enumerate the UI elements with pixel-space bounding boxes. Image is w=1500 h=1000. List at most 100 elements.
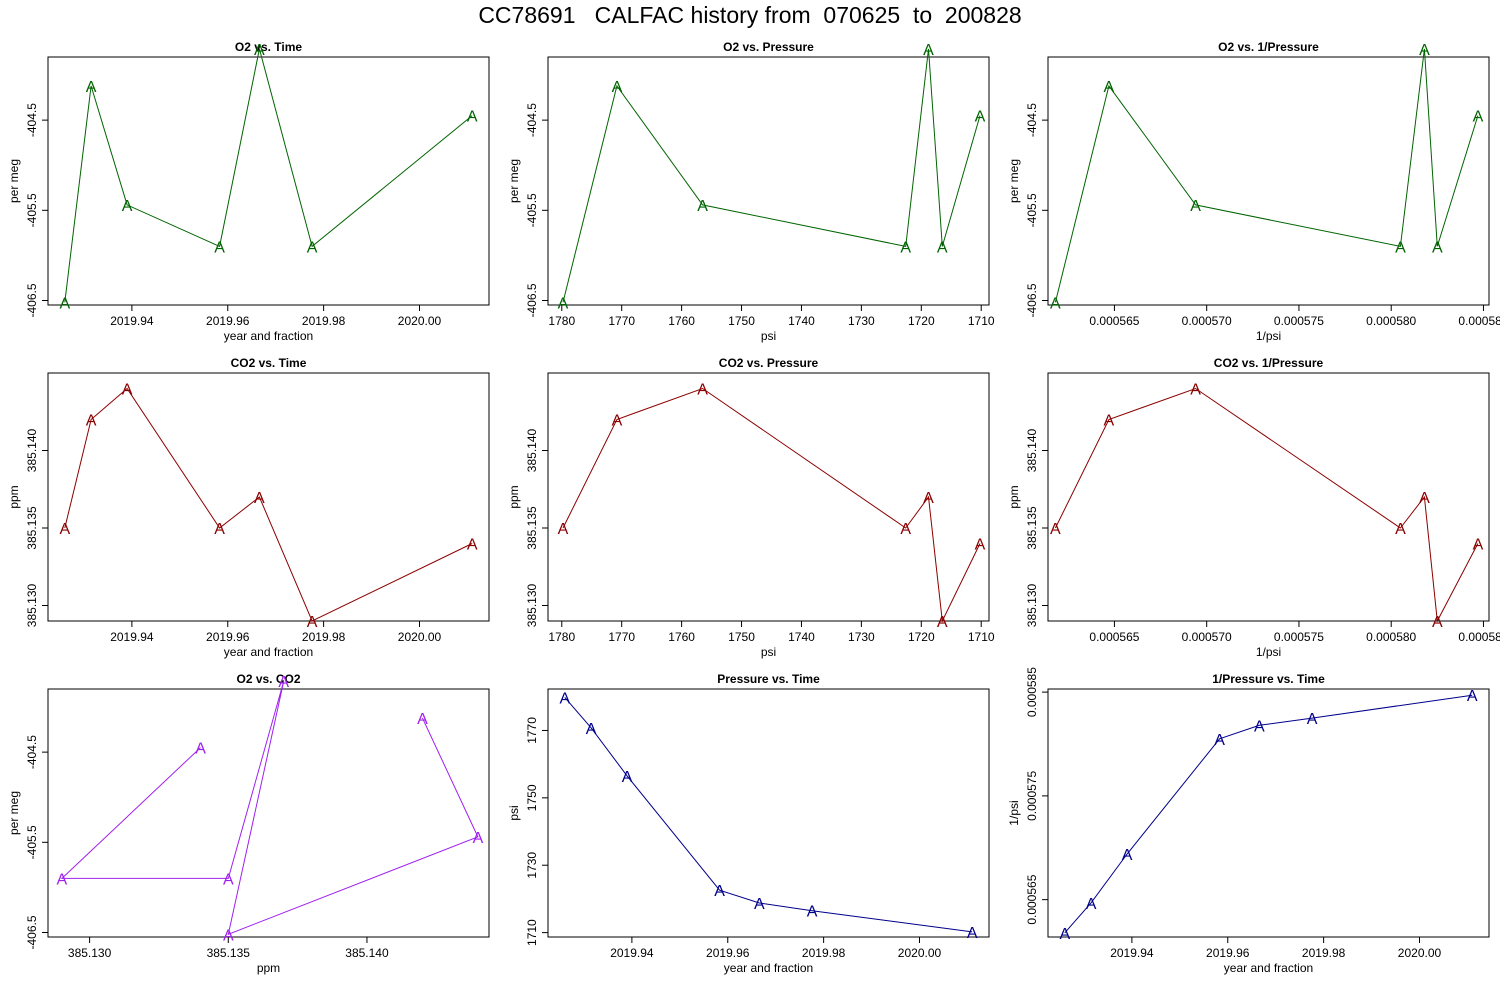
x-axis-label: year and fraction: [224, 329, 313, 343]
panel-9: 1/Pressure vs. Time year and fraction 1/ps…: [1007, 667, 1490, 975]
x-tick-label: 2019.96: [206, 314, 250, 328]
data-point: A: [1050, 521, 1061, 538]
panel-title: CO2 vs. Pressure: [719, 356, 819, 370]
y-axis-label: ppm: [1007, 485, 1021, 508]
panel-6: CO2 vs. 1/Pressure 1/psi ppm 0.000565 0.0005…: [1007, 356, 1500, 659]
series-line: [1054, 387, 1479, 623]
data-point: A: [1395, 521, 1406, 538]
x-tick-label: 2019.98: [302, 630, 346, 644]
x-tick-label: 1740: [788, 314, 815, 328]
data-point: A: [937, 239, 948, 256]
data-point: A: [1432, 614, 1443, 631]
x-tick-label: 0.000580: [1366, 314, 1416, 328]
y-tick-label: 385.135: [25, 506, 39, 550]
data-point: A: [558, 295, 569, 312]
data-point: A: [86, 413, 97, 430]
x-tick-label: 2020.00: [398, 314, 442, 328]
data-point: A: [223, 871, 234, 888]
y-tick-label: 0.000565: [1025, 874, 1039, 924]
y-tick-label: 1750: [525, 784, 539, 811]
plot-frame: [1047, 688, 1490, 938]
y-tick-label: 385.140: [1025, 428, 1039, 472]
x-tick-label: 1720: [908, 630, 935, 644]
plot-frame: [47, 688, 490, 938]
plot-frame: [1047, 56, 1490, 306]
x-tick-label: 0.000565: [1089, 314, 1139, 328]
series-line: [64, 48, 473, 303]
y-tick-label: 385.140: [525, 428, 539, 472]
data-point: A: [937, 614, 948, 631]
y-tick-label: 385.130: [25, 583, 39, 627]
data-point: A: [923, 490, 934, 507]
x-tick-label: 2019.94: [1110, 946, 1154, 960]
x-tick-label: 1740: [788, 630, 815, 644]
x-tick-label: 1710: [968, 314, 995, 328]
plot-frame: [47, 372, 490, 622]
panel-7: O2 vs. CO2 ppm per meg 385.130 385.135 385.14…: [7, 672, 490, 975]
data-point: A: [1122, 847, 1133, 864]
data-point: A: [59, 295, 70, 312]
data-point: A: [1419, 490, 1430, 507]
y-tick-label: -404.5: [1025, 103, 1039, 137]
y-tick-label: 0.000585: [1025, 667, 1039, 717]
panel-title: CO2 vs. Time: [231, 356, 307, 370]
data-point: A: [467, 109, 478, 126]
x-tick-label: 0.000585: [1458, 314, 1500, 328]
x-axis-label: 1/psi: [1256, 645, 1281, 659]
y-tick-label: 385.135: [1025, 506, 1039, 550]
x-tick-label: 0.000565: [1089, 630, 1139, 644]
x-tick-label: 1780: [548, 630, 575, 644]
y-axis-label: ppm: [7, 485, 21, 508]
panel-title: O2 vs. CO2: [236, 672, 300, 686]
x-tick-label: 0.000575: [1274, 314, 1324, 328]
data-point: A: [307, 614, 318, 631]
data-point: A: [714, 883, 725, 900]
x-axis-label: 1/psi: [1256, 329, 1281, 343]
y-tick-label: -404.5: [25, 103, 39, 137]
data-point: A: [1473, 109, 1484, 126]
data-point: A: [195, 741, 206, 758]
series-line: [1064, 694, 1473, 934]
x-tick-label: 0.000580: [1366, 630, 1416, 644]
y-tick-label: 385.135: [525, 506, 539, 550]
panel-title: Pressure vs. Time: [717, 672, 820, 686]
y-tick-label: 0.000575: [1025, 771, 1039, 821]
x-tick-label: 1770: [608, 630, 635, 644]
data-point: A: [1104, 79, 1115, 96]
x-tick-label: 2019.96: [206, 630, 250, 644]
x-tick-label: 2019.96: [706, 946, 750, 960]
panel-title: O2 vs. 1/Pressure: [1218, 40, 1319, 54]
x-tick-label: 2020.00: [898, 946, 942, 960]
data-point: A: [697, 198, 708, 215]
plot-frame: [1047, 372, 1490, 622]
y-tick-label: 1770: [525, 717, 539, 744]
y-tick-label: -405.5: [25, 193, 39, 227]
x-tick-label: 2019.98: [302, 314, 346, 328]
y-axis-label: ppm: [507, 485, 521, 508]
data-point: A: [697, 382, 708, 399]
data-point: A: [1214, 732, 1225, 749]
plot-frame: [547, 688, 990, 938]
data-point: A: [1059, 926, 1070, 943]
x-axis-label: psi: [761, 329, 776, 343]
plot-frame: [547, 372, 990, 622]
data-point: A: [59, 521, 70, 538]
data-point: A: [214, 521, 225, 538]
x-tick-label: 1730: [848, 314, 875, 328]
page-title: CC78691 CALFAC history from 070625 to 20…: [478, 2, 1022, 28]
y-tick-label: -404.5: [525, 103, 539, 137]
data-point: A: [86, 79, 97, 96]
x-tick-label: 2019.94: [110, 630, 154, 644]
data-point: A: [923, 42, 934, 59]
x-tick-label: 0.000575: [1274, 630, 1324, 644]
x-tick-label: 2020.00: [398, 630, 442, 644]
data-point: A: [1432, 239, 1443, 256]
series-line: [60, 680, 479, 936]
y-tick-label: -406.5: [525, 283, 539, 317]
data-point: A: [559, 690, 570, 707]
data-point: A: [622, 769, 633, 786]
x-axis-label: year and fraction: [224, 645, 313, 659]
y-tick-label: 385.140: [25, 428, 39, 472]
plot-frame: [547, 56, 990, 306]
x-tick-label: 1780: [548, 314, 575, 328]
